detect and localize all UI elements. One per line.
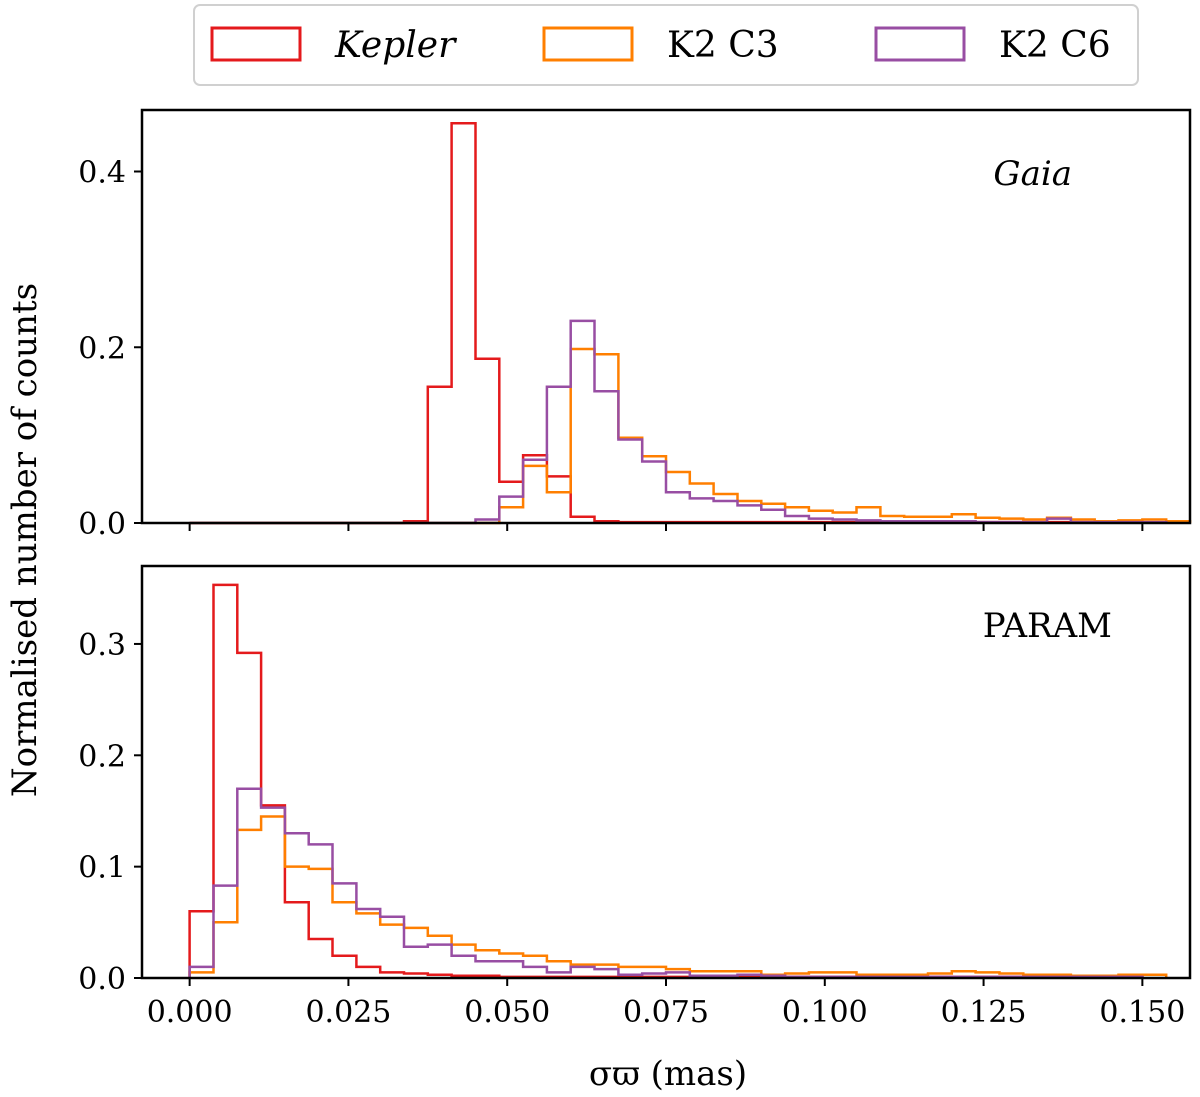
x-tick-label: 0.025 — [305, 995, 391, 1030]
legend-swatch-kepler — [210, 26, 302, 62]
legend-swatch-k2c3 — [542, 26, 634, 62]
y-tick-label: 0.0 — [78, 962, 126, 997]
panel-param: 0.000 0.025 0.050 0.075 0.100 0.125 0.150 0.0 0.… — [78, 564, 1192, 1030]
y-tick-label: 0.1 — [78, 851, 126, 886]
x-tick-label: 0.125 — [941, 995, 1027, 1030]
y-tick-label: 0.2 — [78, 331, 126, 366]
series-k2-c3-histogram — [188, 815, 1168, 978]
y-tick-label: 0.3 — [78, 628, 126, 663]
x-tick-label: 0.000 — [147, 995, 233, 1030]
x-tick-label: 0.150 — [1099, 995, 1185, 1030]
panel-label: Gaia — [993, 154, 1072, 194]
x-tick-label: 0.075 — [623, 995, 709, 1030]
legend: Kepler K2 C3 K2 C6 — [193, 4, 1139, 86]
series-k2-c6-histogram — [189, 319, 1168, 525]
legend-swatch-k2c6 — [874, 26, 966, 62]
legend-label-k2c3: K2 C3 — [667, 25, 779, 66]
legend-label-k2c6: K2 C6 — [999, 25, 1111, 66]
panel-label: PARAM — [983, 606, 1112, 646]
y-tick-label: 0.2 — [78, 739, 126, 774]
x-axis-label: σϖ (mas) — [589, 1054, 747, 1094]
panel-gaia: 0.0 0.2 0.4 Gaia — [78, 108, 1192, 542]
x-tick-label: 0.100 — [782, 995, 868, 1030]
y-tick-label: 0.4 — [78, 156, 126, 191]
legend-label-kepler: Kepler — [334, 25, 457, 66]
legend-frame — [193, 4, 1139, 86]
y-tick-label: 0.0 — [78, 507, 126, 542]
y-axis-label: Normalised number of counts — [5, 283, 45, 797]
x-tick-label: 0.050 — [464, 995, 550, 1030]
